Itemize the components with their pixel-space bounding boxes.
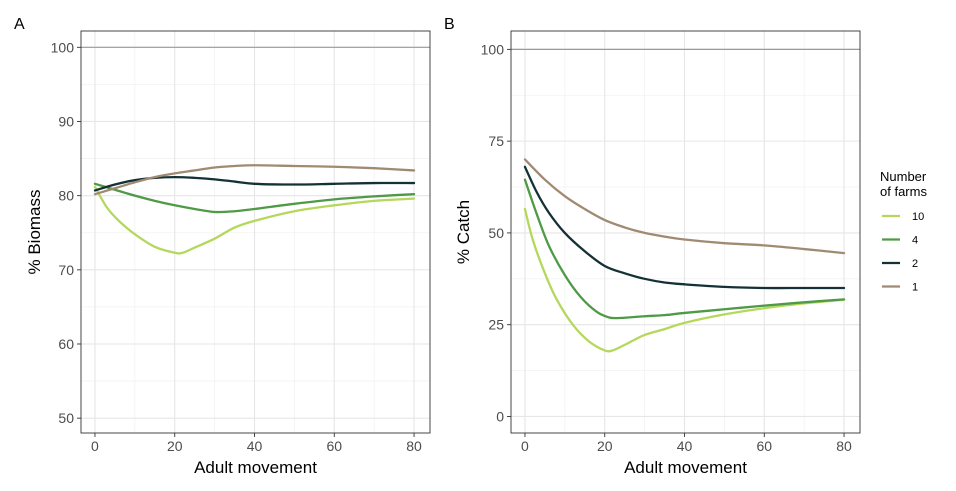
pa-y-tick-label: 90: [58, 113, 74, 129]
legend: Number of farms 10 4 2 1: [880, 169, 927, 294]
pa-y-tick-label: 100: [51, 39, 75, 55]
pa-x-tick-label: 80: [406, 438, 422, 454]
panel-a-biomass: A 0 20 40 60 80 50 60 70 80 90 100 Adult movement…: [14, 16, 431, 477]
panel-a-x-ticks: 0 20 40 60 80: [91, 433, 422, 454]
pb-series-line-4-farms: [523, 178, 846, 320]
pb-y-tick-label: 100: [481, 41, 505, 57]
pb-x-tick-label: 0: [521, 438, 529, 454]
legend-label-4: 4: [912, 235, 918, 247]
pa-series-line-1-farms: [93, 164, 416, 196]
pa-series-line-10-farms: [93, 185, 416, 255]
panel-b-catch: B 0 20 40 60 80 0 25 50 75 100 Adult movement % …: [444, 16, 861, 477]
panel-b-x-axis-title: Adult movement: [624, 458, 747, 477]
pa-x-tick-label: 20: [167, 438, 183, 454]
legend-entries: 10 4 2 1: [882, 211, 924, 294]
pb-series-line-2-farms: [523, 165, 846, 290]
legend-label-10: 10: [912, 211, 924, 223]
pb-x-tick-label: 20: [597, 438, 613, 454]
pa-x-tick-label: 40: [247, 438, 263, 454]
panel-tag-b: B: [444, 16, 455, 33]
pb-x-tick-label: 60: [756, 438, 772, 454]
pb-series-line-10-farms: [523, 207, 846, 353]
pa-x-tick-label: 0: [91, 438, 99, 454]
panel-a-x-axis-title: Adult movement: [194, 458, 317, 477]
panel-b-series: [523, 158, 846, 353]
pa-x-tick-label: 60: [326, 438, 342, 454]
panel-a-y-ticks: 50 60 70 80 90 100: [51, 39, 81, 426]
pa-y-tick-label: 60: [58, 336, 74, 352]
legend-title-line-1: Number: [880, 169, 927, 184]
pb-y-tick-label: 25: [488, 317, 504, 333]
panel-a-series: [93, 164, 416, 255]
pb-y-tick-label: 0: [496, 408, 504, 424]
panel-b-x-ticks: 0 20 40 60 80: [521, 433, 852, 454]
panel-a-border: [80, 30, 431, 434]
pb-y-tick-label: 50: [488, 225, 504, 241]
panel-a-y-axis-title: % Biomass: [25, 189, 44, 274]
pb-series-line-1-farms: [523, 158, 846, 255]
legend-label-1: 1: [912, 282, 918, 294]
legend-label-2: 2: [912, 258, 918, 270]
pa-series-line-4-farms: [93, 182, 416, 214]
panel-b-y-axis-title: % Catch: [454, 200, 473, 264]
pb-x-tick-label: 40: [677, 438, 693, 454]
panel-b-y-ticks: 0 25 50 75 100: [481, 41, 511, 424]
pa-y-tick-label: 70: [58, 262, 74, 278]
pb-y-tick-label: 75: [488, 133, 504, 149]
legend-title-line-2: of farms: [880, 184, 927, 199]
panel-a-grid: [81, 31, 430, 433]
pa-series-line-2-farms: [93, 175, 416, 192]
pa-y-tick-label: 80: [58, 188, 74, 204]
pb-x-tick-label: 80: [836, 438, 852, 454]
pa-y-tick-label: 50: [58, 410, 74, 426]
panel-tag-a: A: [14, 16, 25, 33]
panel-b-border: [510, 30, 861, 434]
